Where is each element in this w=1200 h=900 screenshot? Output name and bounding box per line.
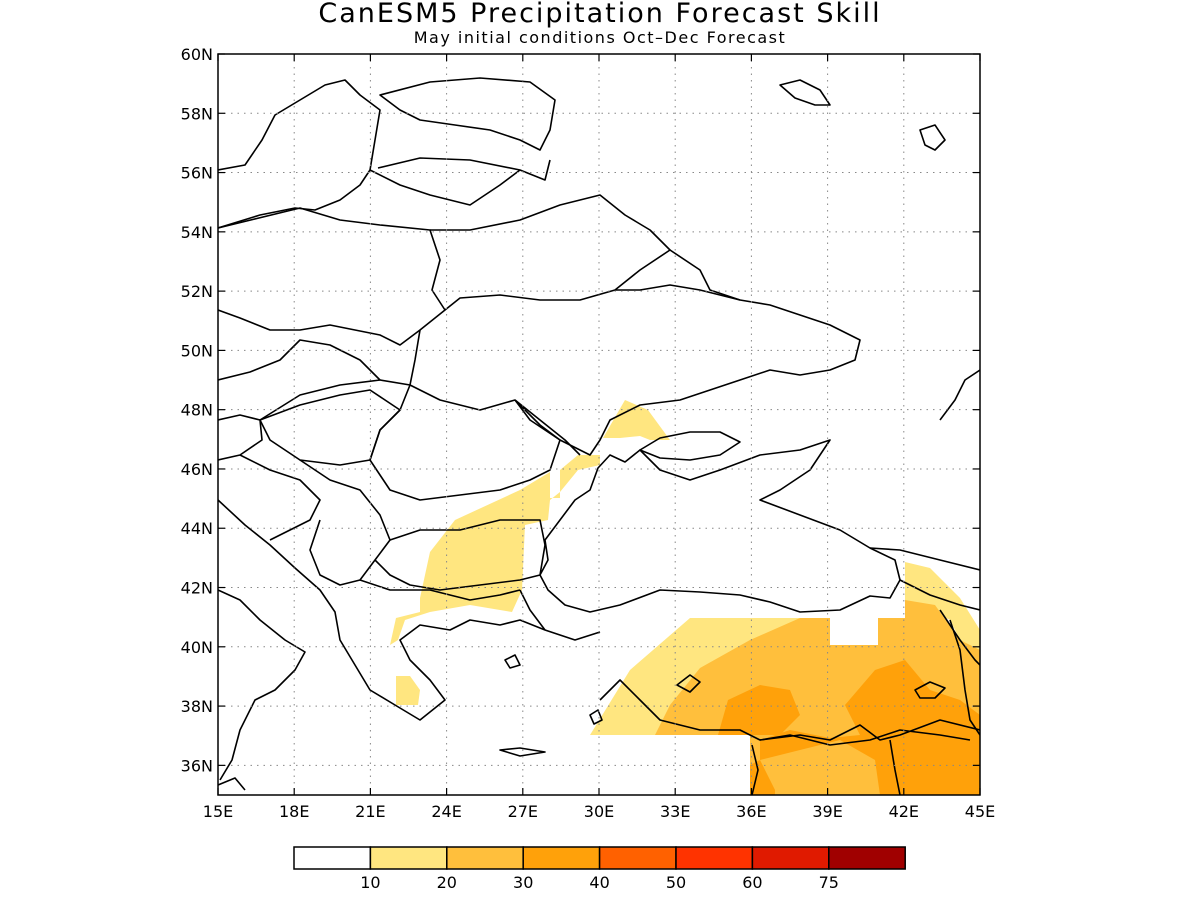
border-lithuania: [369, 169, 521, 206]
y-tick-label: 42N: [181, 579, 213, 598]
x-axis-ticks: 15E 18E 21E 24E 27E 30E 33E 36E 39E 42E 45E: [203, 54, 995, 821]
estonia-border: [377, 157, 551, 181]
colorbar-label: 30: [513, 873, 533, 892]
x-tick-label: 21E: [355, 802, 385, 821]
y-tick-label: 40N: [181, 638, 213, 657]
colorbar-swatch: [446, 846, 524, 870]
skill-shading: [390, 400, 980, 795]
caspian-coast: [939, 369, 980, 421]
x-tick-label: 33E: [660, 802, 690, 821]
y-tick-label: 54N: [181, 223, 213, 242]
lesbos: [504, 654, 521, 669]
border-syria-iraq: [889, 739, 901, 795]
y-tick-label: 60N: [181, 45, 213, 64]
border-romania: [369, 384, 561, 501]
x-tick-label: 15E: [203, 802, 233, 821]
coastlines-and-borders: [218, 77, 980, 795]
colorbar-label: 60: [742, 873, 762, 892]
colorbar-swatch: [598, 846, 677, 870]
y-tick-label: 52N: [181, 282, 213, 301]
border-iran: [949, 619, 980, 736]
y-tick-label: 48N: [181, 401, 213, 420]
border-moldova: [514, 399, 581, 456]
border-caucasus: [869, 547, 980, 571]
border-turkey-eu: [519, 589, 546, 631]
colorbar-swatch: [293, 846, 372, 870]
x-tick-label: 36E: [736, 802, 766, 821]
border-austria: [218, 414, 263, 461]
x-tick-label: 39E: [812, 802, 842, 821]
baltic-coast: [218, 79, 381, 229]
azov-sea-coast: [639, 431, 741, 461]
colorbar: 10 20 30 40 50 60 75: [293, 846, 906, 892]
colorbar-swatch: [675, 846, 754, 870]
colorbar-label: 10: [360, 873, 380, 892]
rhodes: [589, 709, 603, 725]
lake-van: [914, 681, 946, 699]
border-russia-ukraine: [669, 249, 741, 301]
border-lebanon: [751, 744, 759, 795]
y-tick-label: 58N: [181, 104, 213, 123]
border-armenia: [939, 609, 980, 666]
border-czech: [218, 339, 381, 381]
y-tick-label: 38N: [181, 697, 213, 716]
border-croatia: [239, 454, 321, 541]
turkey-south-coast: [599, 679, 980, 741]
y-tick-label: 50N: [181, 341, 213, 360]
colorbar-label: 40: [589, 873, 609, 892]
sicily: [218, 777, 246, 791]
x-tick-label: 45E: [965, 802, 995, 821]
skill-region-10-20-crimea: [603, 400, 670, 440]
colorbar-swatch: [828, 846, 906, 870]
border-serbia: [299, 459, 391, 586]
grid-lines: [218, 54, 980, 795]
y-tick-label: 46N: [181, 460, 213, 479]
colorbar-label: 20: [437, 873, 457, 892]
crete: [499, 747, 546, 757]
y-tick-label: 44N: [181, 519, 213, 538]
adriatic-coast: [218, 499, 601, 721]
italy-coast: [218, 589, 306, 781]
colorbar-label: 50: [666, 873, 686, 892]
lake-ladoga: [779, 79, 831, 106]
border-slovakia: [259, 379, 411, 421]
lake-onega: [919, 124, 946, 151]
x-tick-label: 27E: [508, 802, 538, 821]
x-tick-label: 30E: [584, 802, 614, 821]
colorbar-label: 75: [819, 873, 839, 892]
border-ukraine: [409, 284, 861, 456]
chart-subtitle: May initial conditions Oct–Dec Forecast: [413, 28, 787, 47]
finland-coast: [379, 77, 556, 151]
skill-region-10-20-greece: [396, 676, 420, 705]
y-tick-label: 56N: [181, 164, 213, 183]
border-hungary: [259, 389, 401, 466]
x-tick-label: 24E: [431, 802, 461, 821]
border-belarus: [430, 194, 671, 311]
skill-region-30-40-c: [750, 760, 775, 795]
border-bulgaria: [374, 519, 546, 591]
colorbar-swatch: [522, 846, 601, 870]
colorbar-swatch: [369, 846, 448, 870]
cyprus: [676, 674, 701, 693]
skill-region-30-40-b: [760, 660, 980, 795]
colorbar-swatch: [751, 846, 830, 870]
x-tick-label: 42E: [889, 802, 919, 821]
chart-title: CanESM5 Precipitation Forecast Skill: [318, 0, 882, 29]
border-greece: [359, 579, 521, 601]
y-axis-ticks: 36N 38N 40N 42N 44N 46N 48N 50N 52N 54N 56N 58N 60N: [181, 45, 980, 775]
border-poland: [218, 207, 446, 346]
y-tick-label: 36N: [181, 756, 213, 775]
x-tick-label: 18E: [279, 802, 309, 821]
skill-region-10-20-balkans: [390, 455, 600, 645]
border-turkey-syria: [759, 729, 971, 746]
skill-region-30-40-a: [718, 685, 800, 735]
